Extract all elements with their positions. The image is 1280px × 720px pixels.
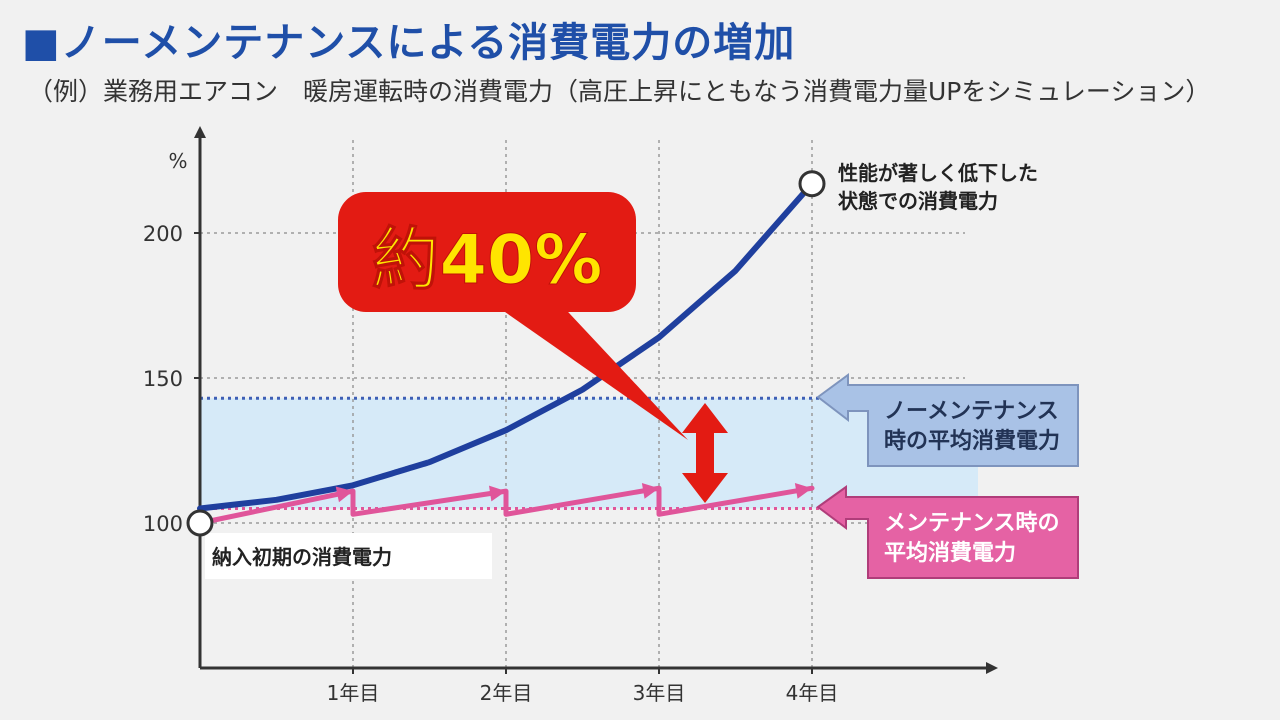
callout-text: 約40%	[372, 221, 603, 300]
maintenance-arrowhead-3	[794, 483, 812, 499]
page-title: ■ノーメンテナンスによる消費電力の増加	[22, 20, 796, 66]
x-tick-label-3: 4年目	[786, 681, 839, 705]
percentage-callout: 約40%	[338, 192, 688, 440]
x-tick-label-1: 2年目	[480, 681, 533, 705]
page-subtitle: （例）業務用エアコン 暖房運転時の消費電力（高圧上昇にともなう消費電力量UPをシ…	[28, 77, 1211, 106]
end-label-line1: 性能が著しく低下した	[838, 161, 1038, 185]
maintenance-callout: メンテナンス時の 平均消費電力	[816, 485, 1079, 579]
start-point-marker	[186, 509, 214, 537]
y-tick-label-2: 200	[143, 222, 183, 246]
series-line-maintenance	[197, 485, 815, 526]
series-line-no-maintenance	[197, 180, 815, 512]
callout-bubble	[338, 192, 636, 312]
end-label-line2: 状態での消費電力	[838, 189, 998, 213]
no-maintenance-label-line1: ノーメンテナンス	[884, 399, 1059, 424]
no-maintenance-callout: ノーメンテナンス 時の平均消費電力	[816, 373, 1079, 467]
no-maintenance-arrow-box	[816, 373, 1079, 467]
x-tick-label-0: 1年目	[327, 681, 380, 705]
maintenance-label-line2: 平均消費電力	[884, 540, 1016, 566]
no-maintenance-label-line2: 時の平均消費電力	[884, 428, 1060, 454]
difference-double-arrow	[682, 403, 728, 503]
y-tick-label-0: 100	[143, 512, 183, 536]
maintenance-arrowhead-1	[488, 485, 506, 502]
maintenance-arrowhead-0	[335, 486, 353, 503]
start-label: 納入初期の消費電力	[212, 545, 392, 569]
maintenance-arrow-box	[816, 485, 1079, 579]
start-label-box	[205, 533, 492, 579]
y-tick-label-1: 150	[143, 367, 183, 391]
y-axis-unit: %	[168, 149, 187, 173]
x-tick-label-2: 3年目	[633, 681, 686, 705]
callout-tail	[485, 298, 688, 440]
maintenance-arrowhead-2	[641, 483, 659, 499]
end-point-marker	[798, 170, 826, 198]
maintenance-label-line1: メンテナンス時の	[884, 511, 1060, 536]
